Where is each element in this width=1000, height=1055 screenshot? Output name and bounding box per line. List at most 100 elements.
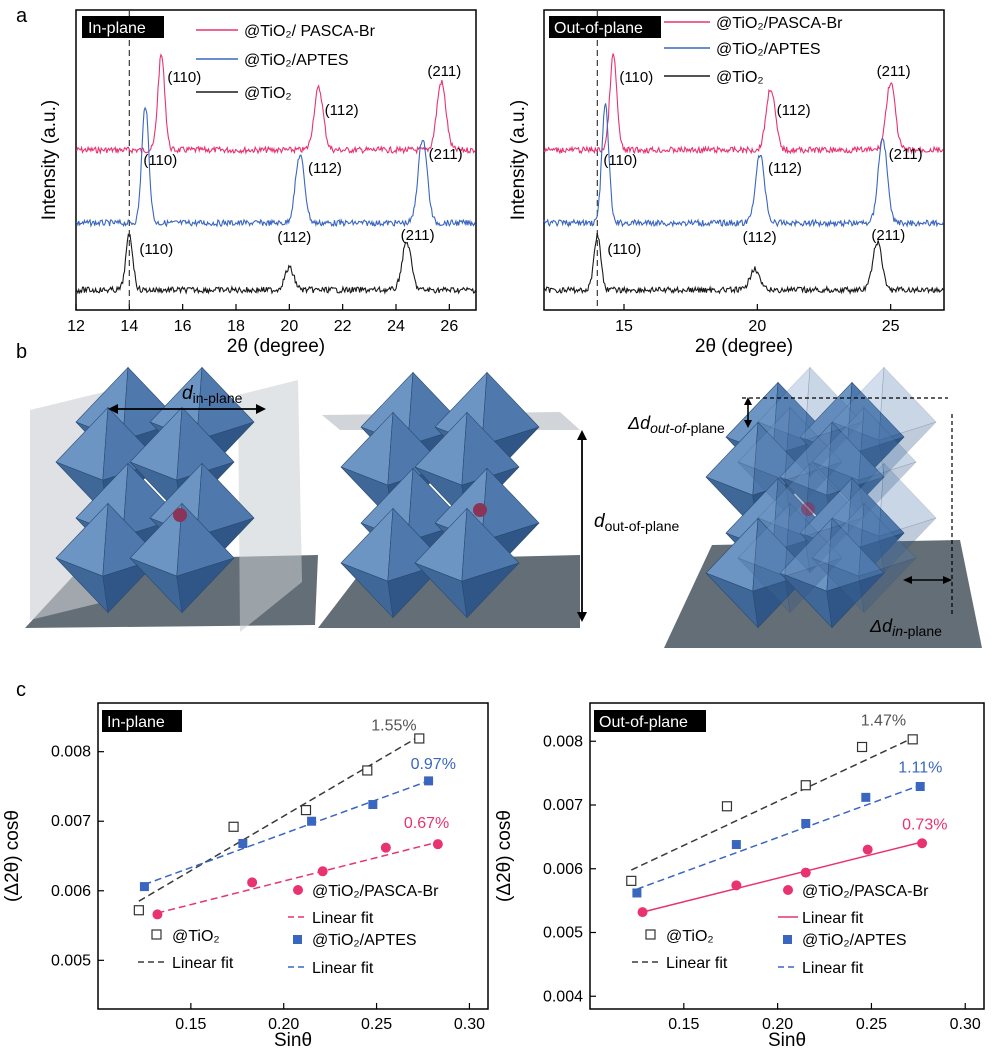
peak-label: (112) [743, 229, 777, 246]
data-point [632, 888, 642, 898]
xrd-curve-blue [75, 106, 476, 228]
data-point [800, 867, 811, 878]
legend-marker [293, 885, 303, 895]
strain-labels: 1.55% 0.97% 0.67% [371, 717, 456, 832]
strain-label: 1.11% [898, 760, 942, 777]
peak-label: (112) [308, 160, 342, 177]
arrow-head [744, 397, 752, 405]
x-axis-label: Sinθ [768, 1030, 806, 1051]
octahedron-face [858, 557, 917, 614]
fit-line [144, 780, 429, 886]
data-point [626, 875, 637, 886]
axis-ticks: 0.15 0.20 0.25 0.30 0.004 0.005 0.006 0.007 0.00… [543, 733, 981, 1033]
legend-marker [783, 935, 792, 944]
fit-lines [630, 737, 923, 913]
arrow-head [744, 420, 752, 428]
panel-tag-bg [594, 710, 706, 732]
arrow-head [577, 612, 587, 622]
octahedra-group [340, 371, 540, 619]
y-tick-label: 0.005 [51, 952, 91, 969]
strain-label: 1.47% [861, 712, 906, 729]
legend: @TiO₂/PASCA-Br @TiO₂/APTES @TiO₂ [664, 15, 843, 86]
strain-label: 0.73% [902, 816, 947, 833]
data-point [362, 765, 373, 776]
strain-label: 0.67% [404, 815, 449, 832]
data-point [238, 838, 248, 848]
peak-label: (110) [607, 241, 641, 258]
strain-label: 0.97% [411, 756, 456, 773]
peak-label: (211) [429, 146, 463, 163]
data-point [721, 801, 733, 812]
x-tick-label: 0.30 [950, 1016, 981, 1033]
octahedron-face [811, 502, 865, 577]
legend-label: @TiO₂ [666, 928, 714, 945]
panel-tag: In-plane [88, 20, 146, 37]
legend-label: Linear fit [666, 955, 728, 972]
panel-tag: Out-of-plane [599, 714, 688, 731]
panel-tag-bg [549, 16, 661, 38]
plane-right [238, 380, 302, 632]
legend: @TiO₂/ PASCA-Br @TiO₂/APTES @TiO₂ [196, 23, 376, 102]
d-out-of-plane-label: dout-of-plane [594, 511, 680, 534]
legend-label: @TiO₂/PASCA-Br [802, 883, 929, 900]
xrd-curve-pink [543, 53, 944, 155]
fit-line [642, 841, 923, 913]
panel-label-b: b [16, 341, 27, 363]
octahedra-ghost-group [737, 366, 937, 614]
x-tick-label: 26 [440, 318, 458, 335]
x-tick-label: 0.15 [175, 1016, 206, 1033]
peak-label: (112) [277, 229, 311, 246]
legend-label: Linear fit [802, 960, 864, 977]
arrow-head [256, 404, 266, 414]
peak-label: (211) [871, 227, 905, 244]
peak-label: (110) [139, 241, 173, 258]
legend-marker [645, 929, 656, 940]
y-tick-label: 0.007 [51, 813, 91, 830]
fit-line [138, 735, 420, 902]
octahedron-face [804, 462, 863, 537]
x-tick-label: 20 [748, 318, 766, 335]
data-point [731, 840, 741, 850]
octahedron-face [461, 562, 520, 619]
a-site-cation [173, 508, 187, 522]
data-point [917, 838, 928, 849]
peak-label: (110) [167, 69, 201, 86]
panel-label-a: a [16, 5, 28, 27]
octahedron-face [831, 421, 885, 478]
xrd-curve-black [543, 232, 944, 295]
plot-frame [75, 9, 477, 311]
arrow-head [903, 576, 912, 584]
legend-marker [293, 935, 302, 944]
data-point [139, 882, 149, 892]
data-point [414, 733, 425, 744]
x-tick-label: 15 [615, 318, 633, 335]
y-tick-label: 0.006 [51, 883, 91, 900]
data-point [317, 866, 328, 877]
octahedron-face [804, 366, 863, 441]
y-tick-label: 0.007 [543, 797, 583, 814]
panel-tag-bg [82, 16, 164, 38]
peak-labels: (110) (112) (211) (110) (112) (211) (110) (112)… [603, 63, 922, 258]
x-tick-label: 12 [67, 318, 85, 335]
octahedron-face [811, 557, 865, 614]
legend-label: @TiO₂/PASCA-Br [312, 883, 439, 900]
peak-label: (112) [768, 160, 802, 177]
y-axis-label: Intensity (a.u.) [39, 100, 60, 220]
legend-label: Linear fit [312, 960, 374, 977]
data-point [307, 816, 317, 826]
octahedron-face [737, 557, 791, 614]
peak-label: (211) [889, 146, 923, 163]
data-point [300, 804, 312, 816]
octahedron-face [737, 406, 791, 481]
octahedron-face [784, 406, 843, 481]
x-tick-label: 0.25 [856, 1016, 887, 1033]
y-axis-label: (Δ2θ) cosθ [2, 810, 23, 902]
y-tick-label: 0.005 [543, 925, 583, 942]
legend-label-blue: @TiO₂/APTES [244, 52, 349, 69]
data-point [856, 741, 868, 753]
octahedron-face [878, 421, 937, 478]
fit-line [630, 737, 914, 871]
x-tick-label: 0.15 [668, 1016, 699, 1033]
x-axis-label: Sinθ [274, 1030, 312, 1051]
